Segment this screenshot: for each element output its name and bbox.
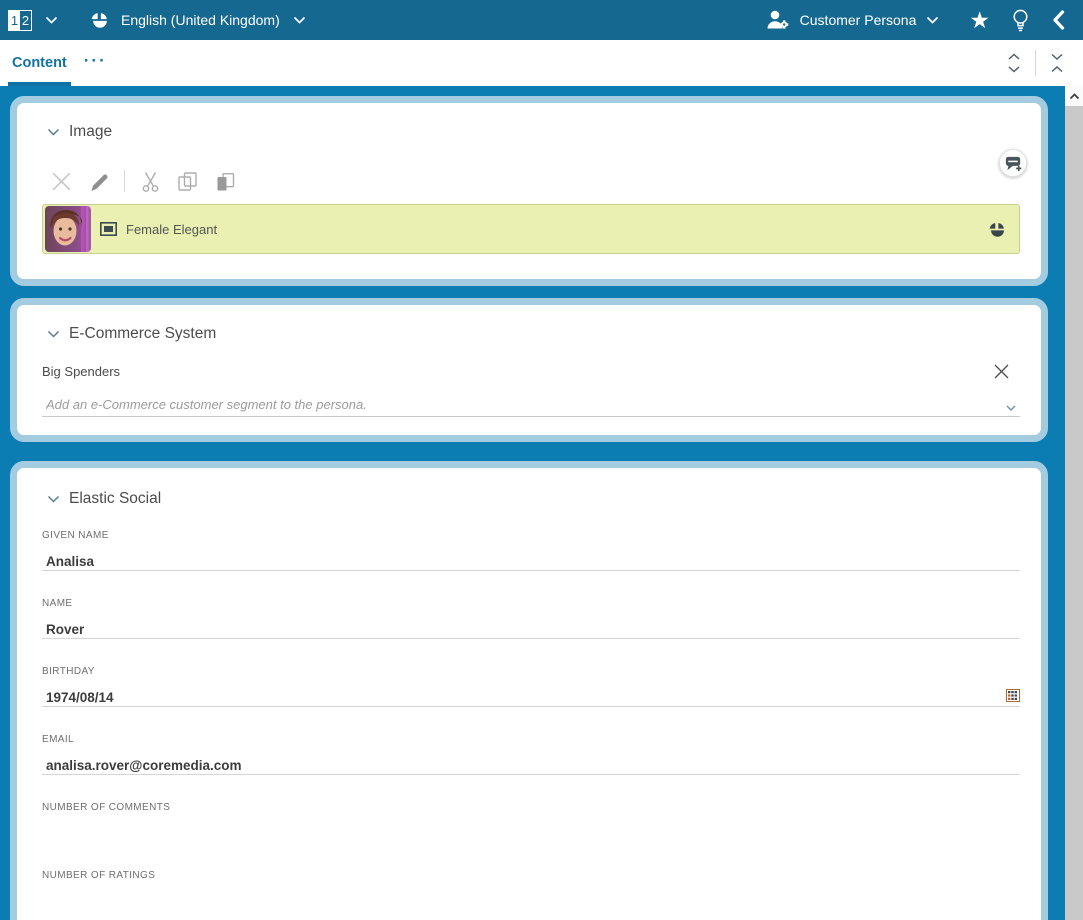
remove-segment-icon[interactable] (993, 363, 1010, 380)
top-bar: 1 2 English (United Kingdom) Customer Pe… (0, 0, 1083, 40)
copy-icon[interactable] (176, 170, 199, 193)
customer-persona-icon (766, 9, 790, 31)
field-label: NUMBER OF RATINGS (42, 870, 156, 881)
tab-bar: Content ··· (0, 40, 1083, 86)
collapse-panel-chevron-left-icon[interactable] (1052, 10, 1065, 30)
segment-input[interactable] (42, 395, 1020, 416)
toolbar-separator (1035, 50, 1036, 76)
collapse-section-chevron-icon[interactable] (47, 128, 60, 136)
panel-padding (17, 254, 1041, 279)
number-of-comments-value (42, 826, 1020, 843)
image-thumbnail (45, 206, 91, 252)
field-birthday: BIRTHDAY 1974/08/14 (42, 666, 1020, 707)
field-given-name: GIVEN NAME Analisa (42, 530, 1020, 571)
linked-image-label: Female Elegant (126, 221, 218, 237)
scroll-up-button[interactable] (1065, 86, 1083, 106)
number-of-ratings-value (42, 894, 1020, 911)
add-annotation-button[interactable] (999, 149, 1027, 177)
persona-selector-label[interactable]: Customer Persona (799, 12, 917, 28)
document-menu-chevron-icon[interactable] (45, 16, 58, 24)
remove-link-icon[interactable] (50, 170, 73, 193)
name-input[interactable]: Rover (42, 622, 1020, 639)
date-picker-calendar-icon[interactable] (1006, 689, 1020, 702)
section-title: E-Commerce System (69, 325, 217, 342)
field-number-of-comments: NUMBER OF COMMENTS (42, 802, 1020, 843)
section-title: Elastic Social (69, 490, 162, 507)
badge-digit-2: 2 (20, 10, 31, 30)
tab-content[interactable]: Content (8, 40, 71, 86)
locale-label[interactable]: English (United Kingdom) (121, 12, 280, 28)
field-email: EMAIL analisa.rover@coremedia.com (42, 734, 1020, 775)
site-globe-icon (91, 11, 109, 29)
ecommerce-panel: E-Commerce System Big Spenders (10, 298, 1048, 442)
given-name-input[interactable]: Analisa (42, 554, 1020, 571)
toolbar-separator (124, 170, 125, 192)
field-label: NUMBER OF COMMENTS (42, 802, 171, 813)
section-title: Image (69, 123, 113, 140)
vertical-scrollbar[interactable] (1065, 86, 1083, 920)
paste-icon[interactable] (214, 170, 237, 193)
field-label: EMAIL (42, 734, 75, 745)
field-label: NAME (42, 598, 73, 609)
segment-label: Big Spenders (42, 363, 121, 379)
form-view-controls (1007, 40, 1064, 86)
field-label: GIVEN NAME (42, 530, 109, 541)
expand-all-icon[interactable] (1007, 52, 1021, 74)
elastic-panel-header[interactable]: Elastic Social (17, 468, 1041, 508)
lightbulb-icon[interactable] (1011, 8, 1030, 33)
birthday-value: 1974/08/14 (46, 690, 114, 705)
persona-chevron-icon[interactable] (926, 16, 939, 24)
picture-type-icon (100, 222, 117, 236)
birthday-input[interactable]: 1974/08/14 (42, 689, 1020, 707)
scroll-up-arrow-icon (1069, 92, 1079, 99)
comment-plus-icon (1005, 156, 1021, 171)
field-label: BIRTHDAY (42, 666, 95, 677)
collapse-section-chevron-icon[interactable] (47, 495, 60, 503)
segment-combobox (42, 395, 1020, 417)
badge-digit-1: 1 (9, 10, 20, 30)
ecommerce-panel-header[interactable]: E-Commerce System (17, 305, 1041, 343)
document-type-badge[interactable]: 1 2 (8, 9, 32, 31)
image-panel: Image (10, 96, 1048, 286)
collapse-all-icon[interactable] (1050, 52, 1064, 74)
dropdown-chevron-icon[interactable] (1006, 405, 1016, 411)
elastic-social-panel: Elastic Social GIVEN NAME Analisa NAME R… (10, 461, 1048, 920)
segment-row: Big Spenders (42, 361, 1020, 381)
field-name: NAME Rover (42, 598, 1020, 639)
field-number-of-ratings: NUMBER OF RATINGS (42, 870, 1020, 911)
collapse-section-chevron-icon[interactable] (47, 330, 60, 338)
cut-scissors-icon[interactable] (140, 170, 161, 193)
tab-overflow-menu[interactable]: ··· (83, 51, 107, 70)
document-form-area: Image (0, 86, 1065, 920)
edit-pencil-icon[interactable] (88, 171, 109, 192)
image-panel-header[interactable]: Image (17, 103, 1041, 141)
image-link-toolbar (50, 169, 1041, 193)
site-indicator-icon (989, 221, 1006, 238)
locale-chevron-icon[interactable] (293, 16, 306, 24)
linked-image-item[interactable]: Female Elegant (42, 204, 1020, 254)
bookmark-star-icon[interactable]: ★ (969, 6, 990, 33)
panel-padding (42, 417, 1020, 435)
email-input[interactable]: analisa.rover@coremedia.com (42, 758, 1020, 775)
